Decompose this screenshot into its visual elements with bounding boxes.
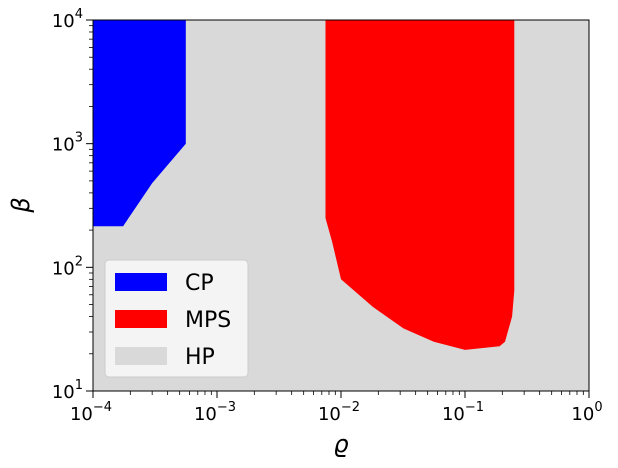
y-axis-label: β	[7, 197, 35, 213]
x-tick-label: 10−1	[442, 400, 484, 425]
legend-label-hp: HP	[185, 345, 215, 370]
x-tick-label: 10−4	[70, 400, 112, 425]
x-tick-label: 10−2	[318, 400, 360, 425]
legend-swatch-cp	[115, 273, 167, 291]
y-tick-label: 103	[52, 131, 83, 156]
legend-label-cp: CP	[185, 271, 214, 296]
x-axis-label: ϱ	[333, 430, 348, 458]
legend-swatch-mps	[115, 310, 167, 328]
region-mps	[325, 20, 515, 350]
legend-label-mps: MPS	[185, 308, 231, 333]
y-tick-label: 101	[52, 378, 83, 403]
axis-ticks: 10−4 10−3 10−2 10−1 100 101 102 103 104	[52, 7, 603, 425]
region-cp	[93, 20, 186, 227]
legend-swatch-hp	[115, 347, 167, 365]
x-tick-label: 100	[571, 400, 602, 425]
legend: CP MPS HP	[104, 259, 249, 378]
y-tick-label: 102	[52, 254, 83, 279]
y-tick-label: 104	[52, 7, 83, 32]
x-tick-label: 10−3	[194, 400, 236, 425]
